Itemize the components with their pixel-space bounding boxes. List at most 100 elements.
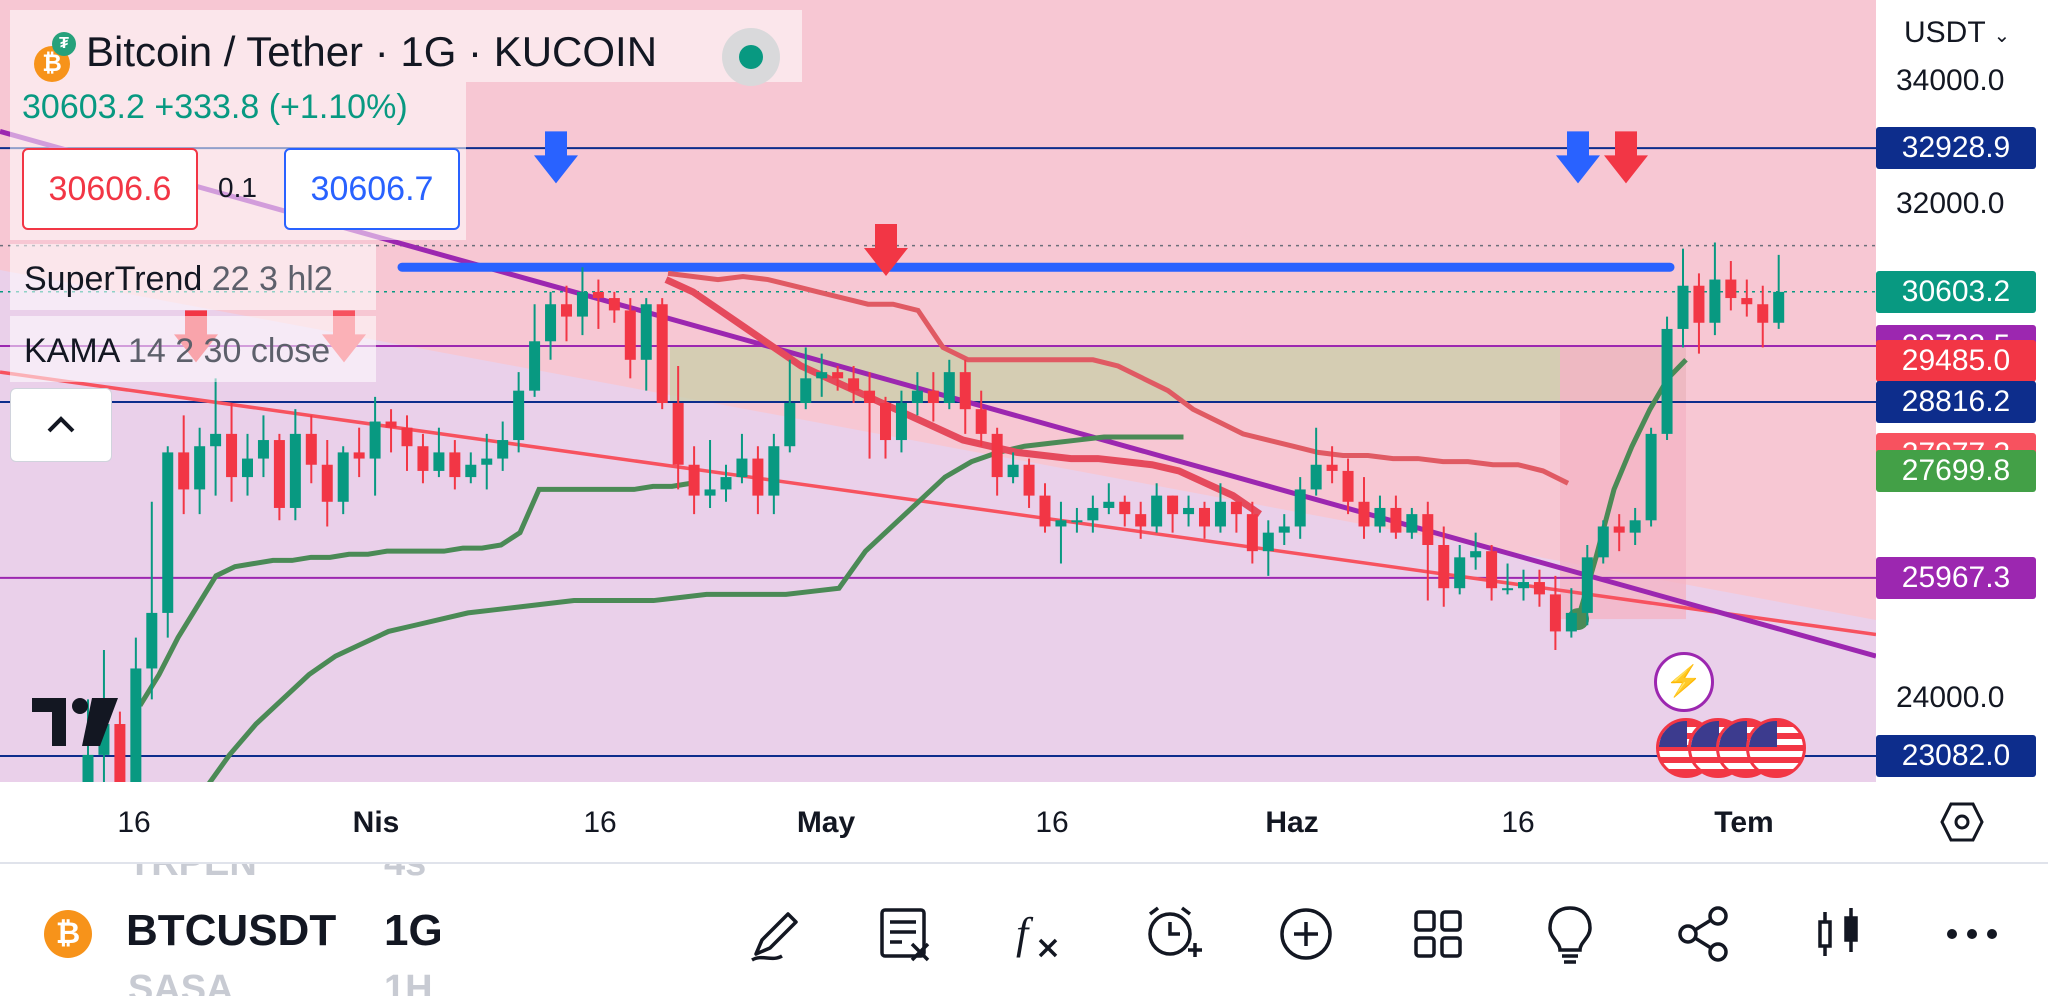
candle-body — [832, 372, 844, 379]
alert-icon[interactable] — [1138, 900, 1206, 968]
candle-body — [1422, 514, 1434, 545]
candle-body — [1518, 582, 1529, 589]
chart-type-icon[interactable] — [1804, 900, 1872, 968]
candle-body — [1454, 557, 1466, 589]
price-tag[interactable]: 27699.8 — [1876, 449, 2036, 492]
sell-button[interactable]: 30606.6 — [22, 148, 198, 230]
candle-body — [736, 458, 748, 478]
symbol-picker[interactable]: BTCUSDT — [126, 906, 337, 955]
candle-body — [991, 433, 1003, 478]
ghost-symbol: TRPEN — [128, 864, 257, 885]
candle-body — [1549, 594, 1561, 632]
candle-body — [417, 446, 429, 471]
pen-icon[interactable] — [742, 900, 810, 968]
indicator-name: SuperTrend — [24, 260, 203, 298]
indicator-params: 22 3 hl2 — [211, 260, 333, 298]
time-label: 16 — [1501, 806, 1535, 839]
chart-title: Bitcoin / Tether · 1G · KUCOIN — [86, 28, 658, 75]
candle-body — [1677, 285, 1689, 329]
buy-button[interactable]: 30606.7 — [284, 148, 460, 230]
time-label: Haz — [1265, 806, 1319, 839]
candle-body — [1119, 501, 1131, 515]
supertrend-up-line — [137, 480, 692, 707]
time-axis[interactable]: 16 Nis 16 May 16 Haz 16 Tem — [0, 782, 1876, 864]
candle-body — [864, 390, 876, 404]
candle-body — [1613, 526, 1625, 533]
price-axis-tick: 32000.0 — [1896, 187, 2005, 221]
kama-down-line — [664, 276, 1262, 518]
candle-body — [1230, 501, 1242, 515]
indicators-icon[interactable]: f — [1004, 900, 1072, 968]
candle-body — [895, 403, 907, 441]
currency-selector[interactable]: USDT ⌄ — [1904, 16, 2010, 50]
candle-body — [720, 477, 732, 490]
layouts-icon[interactable] — [1404, 900, 1472, 968]
currency-label: USDT — [1904, 16, 1986, 49]
candle-body — [688, 464, 700, 496]
candle-body — [592, 291, 604, 299]
indicator-kama[interactable]: KAMA 14 2 30 close — [10, 316, 376, 382]
time-label: Nis — [352, 806, 400, 839]
candle-body — [1741, 298, 1753, 305]
candle-body — [1757, 304, 1769, 323]
ghost-timeframe: 1H — [384, 968, 433, 996]
candle-body — [353, 452, 365, 459]
candle-body — [1087, 507, 1099, 521]
candle-body — [1167, 495, 1179, 515]
candle-body — [82, 754, 94, 782]
time-label: 16 — [117, 806, 151, 839]
signal-arrow-icon — [1604, 131, 1648, 184]
tradingview-logo-icon — [30, 694, 120, 750]
chevron-down-icon: ⌄ — [1993, 25, 2011, 47]
price-tag[interactable]: 28816.2 — [1876, 381, 2036, 423]
timeframe-picker[interactable]: 1G — [384, 906, 443, 955]
candle-body — [257, 440, 269, 459]
us-flag-event-icon[interactable] — [1746, 718, 1806, 778]
candle-body — [1246, 514, 1258, 552]
price-axis-tick: 24000.0 — [1896, 681, 2005, 715]
price-tag[interactable]: 23082.0 — [1876, 735, 2036, 777]
price-tag[interactable]: 32928.9 — [1876, 127, 2036, 170]
rising-trendline — [0, 370, 1876, 637]
price-chart[interactable] — [0, 0, 1876, 782]
chart-settings-button[interactable] — [1876, 782, 2048, 864]
price-tag[interactable]: 25967.3 — [1876, 556, 2036, 599]
symbol-legend[interactable]: ₿ ₮ Bitcoin / Tether · 1G · KUCOIN — [10, 10, 802, 86]
candle-body — [1310, 464, 1322, 490]
share-icon[interactable] — [1670, 900, 1738, 968]
bottom-toolbar: TRPEN 4s SASA 1H ₿ BTCUSDT 1G f — [0, 864, 2048, 996]
ideas-icon[interactable] — [1536, 900, 1604, 968]
candle-body — [529, 341, 541, 391]
channel-zone — [0, 270, 1876, 782]
candle-body — [465, 464, 477, 478]
indicator-supertrend[interactable]: SuperTrend 22 3 hl2 — [10, 244, 376, 310]
candle-body — [784, 403, 796, 447]
lightning-icon[interactable]: ⚡ — [1654, 652, 1714, 712]
price-tag[interactable]: 29485.0 — [1876, 339, 2036, 382]
clear-drawings-icon[interactable] — [872, 900, 940, 968]
candle-body — [1645, 433, 1657, 521]
bid-ask-panel: 30606.6 0.1 30606.7 — [10, 134, 466, 240]
candle-body — [433, 452, 445, 471]
candle-body — [513, 390, 525, 441]
candle-body — [497, 440, 509, 459]
candle-body — [608, 298, 620, 311]
collapse-legend-button[interactable] — [10, 388, 112, 462]
candle-body — [1773, 291, 1785, 323]
market-status-icon[interactable] — [722, 28, 780, 86]
candle-body — [1693, 285, 1705, 323]
chart-area[interactable] — [0, 0, 1876, 782]
candle-body — [114, 724, 126, 782]
candle-body — [768, 446, 780, 496]
supertrend-down-line — [667, 270, 1570, 486]
candle-body — [289, 433, 301, 508]
add-icon[interactable] — [1272, 900, 1340, 968]
settings-hexagon-icon — [1940, 802, 1984, 842]
candle-body — [1390, 507, 1402, 533]
candle-body — [1199, 507, 1210, 527]
candle-body — [1533, 582, 1545, 595]
price-tag[interactable]: 30603.2 — [1876, 270, 2036, 313]
candle-body — [911, 390, 923, 404]
candle-body — [1071, 520, 1083, 523]
more-icon[interactable] — [1938, 900, 2006, 968]
